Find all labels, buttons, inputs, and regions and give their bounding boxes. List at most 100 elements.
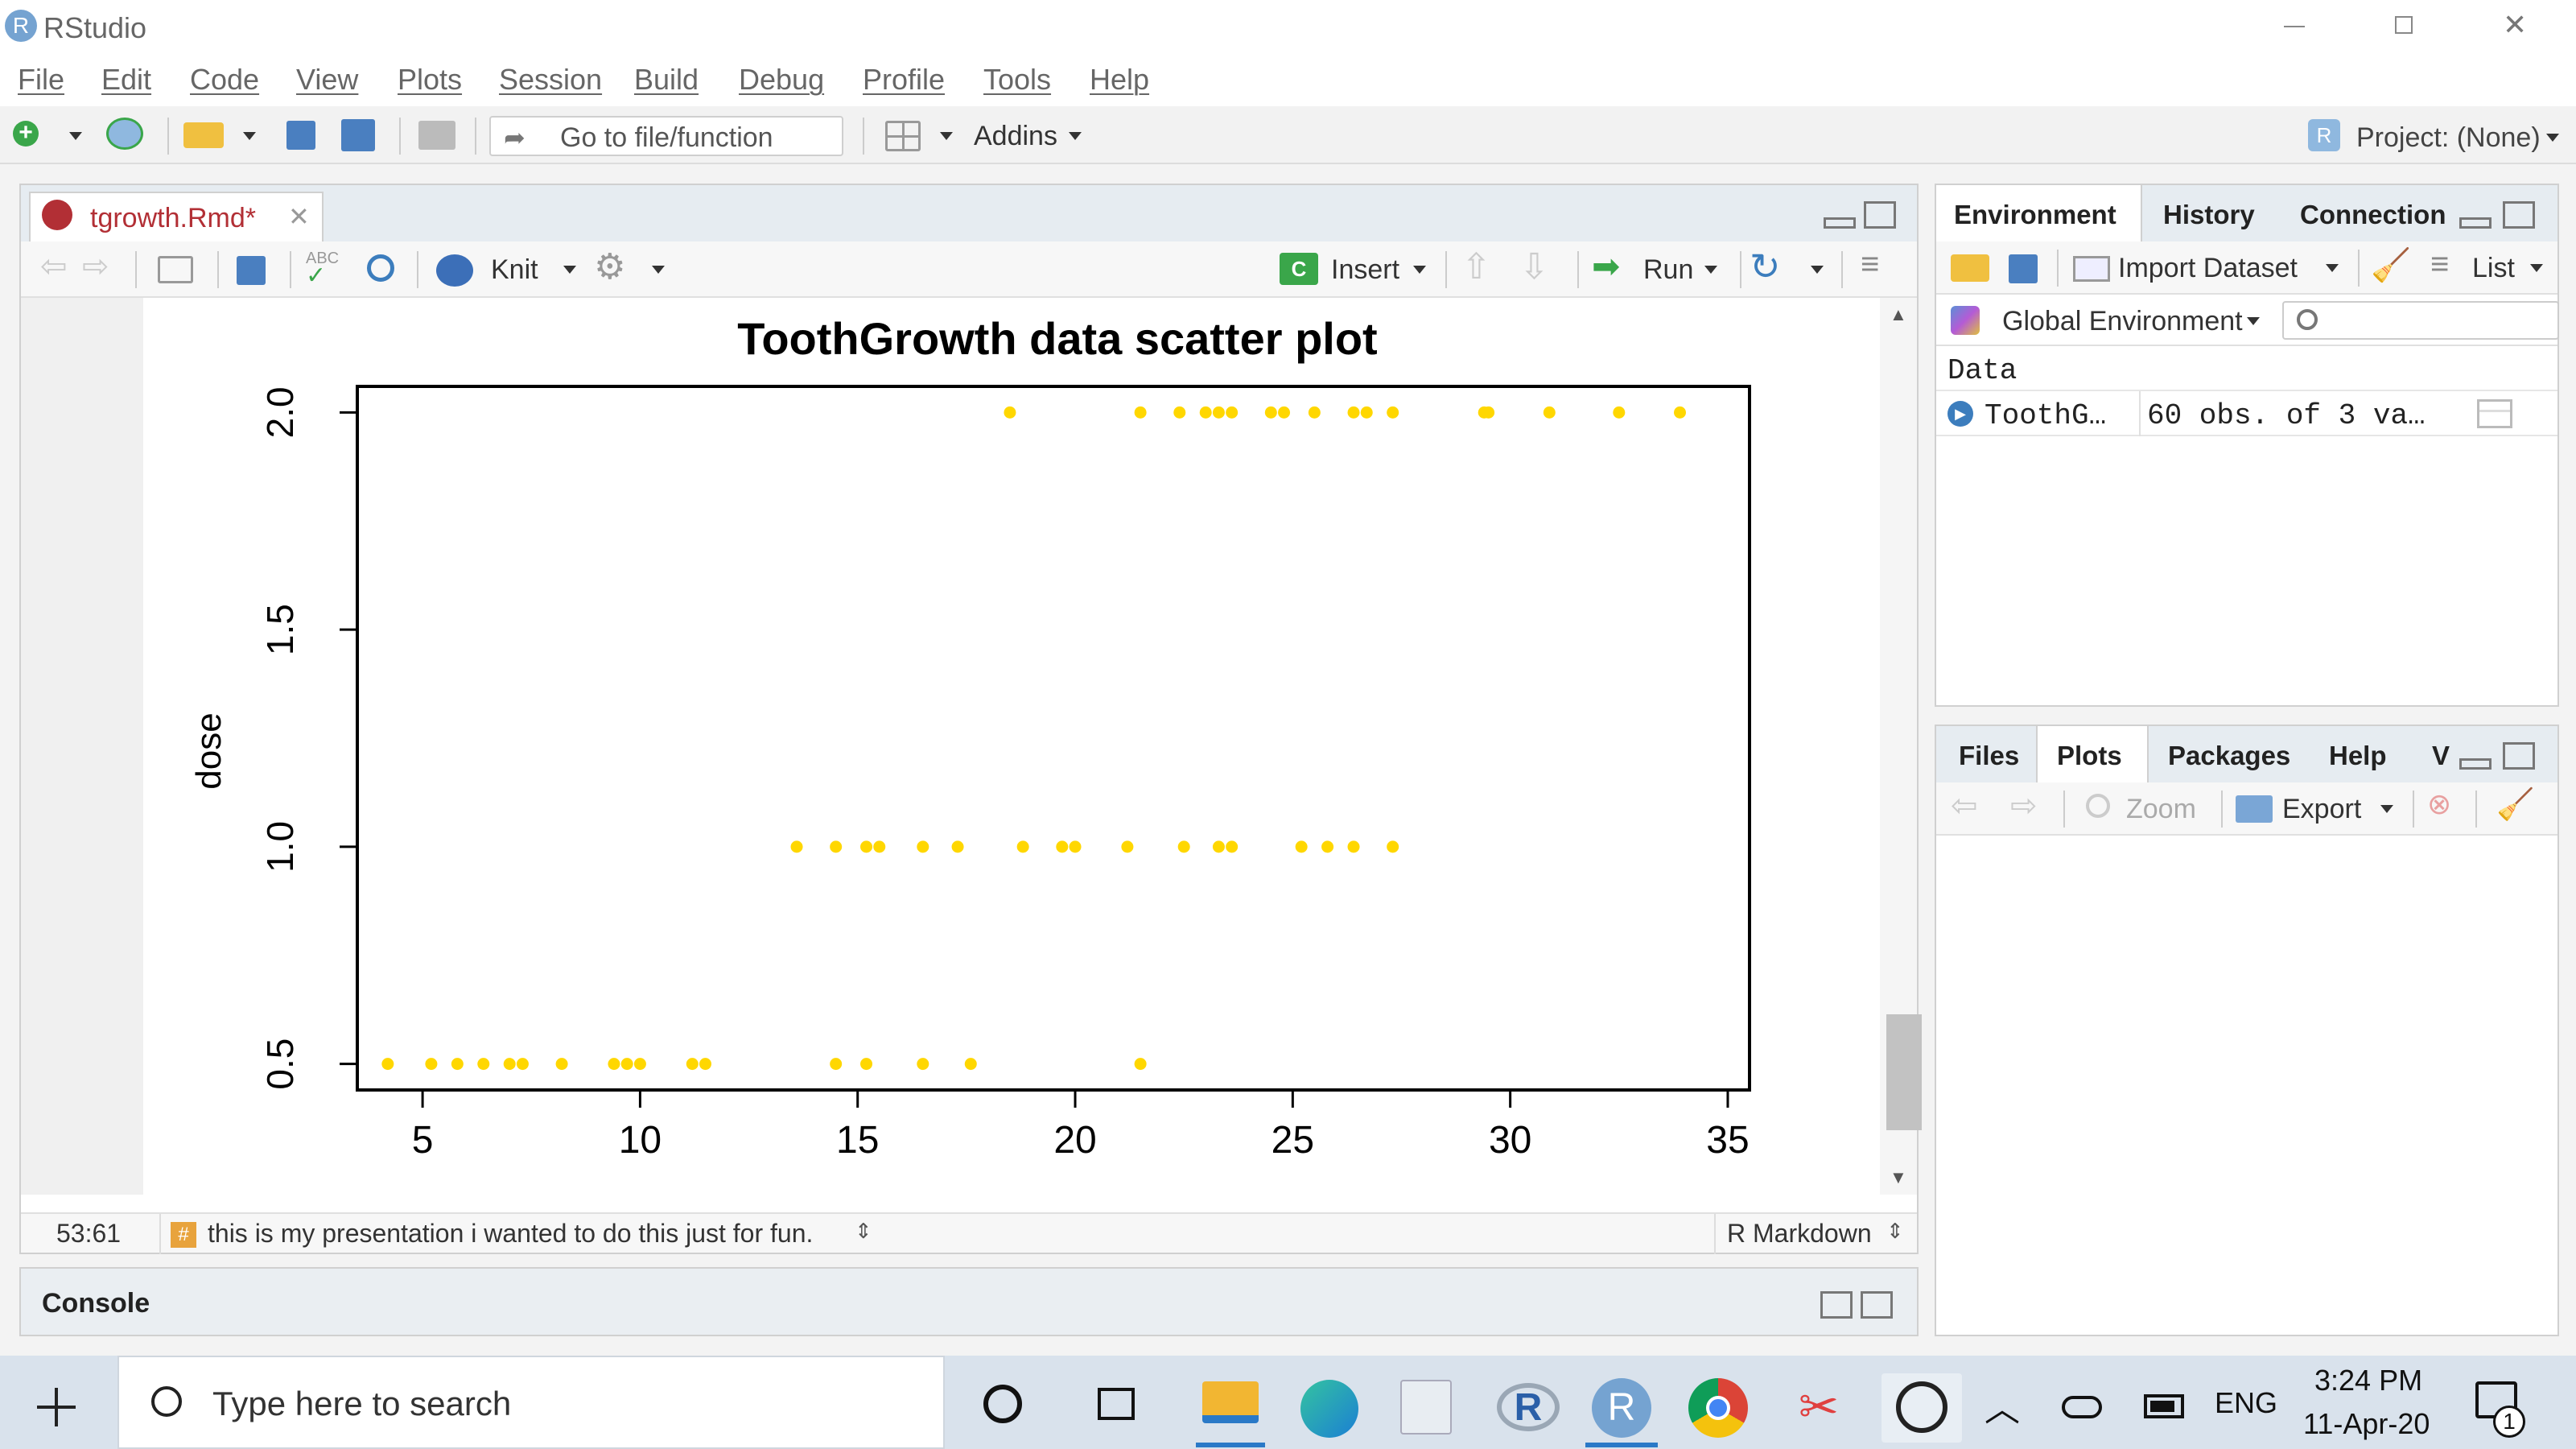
menu-view[interactable]: View <box>296 63 359 96</box>
open-file-icon[interactable] <box>183 122 224 148</box>
files-maximize-icon[interactable] <box>2503 742 2535 770</box>
list-dropdown-icon[interactable] <box>2530 264 2543 272</box>
grid-layout-dropdown-icon[interactable] <box>940 132 953 140</box>
menu-edit[interactable]: Edit <box>101 63 152 96</box>
tab-help[interactable]: Help <box>2329 741 2387 770</box>
list-view-button[interactable]: List <box>2472 253 2515 283</box>
import-dropdown-icon[interactable] <box>2326 264 2339 272</box>
prev-chunk-icon[interactable]: ⇧ <box>1461 247 1491 287</box>
insert-chunk-icon[interactable]: C <box>1280 253 1318 285</box>
open-file-dropdown-icon[interactable] <box>243 132 256 140</box>
project-dropdown-icon[interactable] <box>2546 134 2559 142</box>
rerun-icon[interactable]: ↻ <box>1750 246 1781 287</box>
clock-date[interactable]: 11-Apr-20 <box>2303 1407 2430 1440</box>
clear-broom-icon[interactable]: 🧹 <box>2371 248 2411 283</box>
scroll-thumb[interactable] <box>1886 1014 1922 1130</box>
minimize-pane-icon[interactable] <box>1824 217 1856 229</box>
restore-button[interactable] <box>2395 16 2413 34</box>
save-workspace-icon[interactable] <box>2009 254 2038 283</box>
env-minimize-icon[interactable] <box>2459 217 2492 229</box>
clear-plots-broom-icon[interactable]: 🧹 <box>2496 788 2535 822</box>
task-view-icon[interactable] <box>1098 1388 1135 1420</box>
view-table-icon[interactable] <box>2477 399 2512 428</box>
menu-code[interactable]: Code <box>190 63 260 96</box>
menu-debug[interactable]: Debug <box>739 63 825 96</box>
input-language[interactable]: ENG <box>2215 1386 2278 1419</box>
tab-files[interactable]: Files <box>1959 741 2020 770</box>
windows-start-icon[interactable] <box>35 1386 77 1428</box>
zoom-button[interactable]: Zoom <box>2126 794 2196 824</box>
find-icon[interactable] <box>367 254 394 282</box>
chunk-name[interactable]: this is my presentation i wanted to do t… <box>208 1219 814 1248</box>
snipping-tool-icon[interactable]: ✂ <box>1798 1380 1840 1434</box>
search-box[interactable]: Type here to search <box>117 1356 945 1449</box>
addins-dropdown-icon[interactable] <box>1069 132 1082 140</box>
file-explorer-icon[interactable] <box>1202 1381 1259 1423</box>
run-button[interactable]: Run <box>1643 254 1694 285</box>
console-restore-icon[interactable] <box>1820 1291 1853 1319</box>
run-dropdown-icon[interactable] <box>1704 266 1717 274</box>
outline-icon[interactable]: ≡ <box>1861 246 1880 282</box>
editor-content[interactable]: ToothGrowth data scatter plot dose 5 10 15… <box>143 298 1880 1195</box>
insert-dropdown-icon[interactable] <box>1413 266 1426 274</box>
env-maximize-icon[interactable] <box>2503 201 2535 229</box>
console-title[interactable]: Console <box>42 1288 150 1319</box>
goto-file-input[interactable]: ➦ Go to file/function <box>489 116 843 156</box>
editor-scrollbar[interactable]: ▲ ▼ <box>1880 298 1922 1195</box>
settings-gear-icon[interactable]: ⚙ <box>594 247 626 287</box>
project-menu[interactable]: Project: (None) <box>2356 122 2541 153</box>
tab-environment[interactable]: Environment <box>1936 185 2142 242</box>
menu-plots[interactable]: Plots <box>398 63 463 96</box>
r-gui-icon[interactable]: R <box>1497 1383 1560 1431</box>
insert-button[interactable]: Insert <box>1331 254 1400 285</box>
menu-profile[interactable]: Profile <box>863 63 946 96</box>
editor-tab[interactable]: tgrowth.Rmd* ✕ <box>29 192 324 243</box>
save-all-icon[interactable] <box>341 119 375 151</box>
rstudio-taskbar-icon[interactable]: R <box>1592 1378 1651 1438</box>
doc-mode[interactable]: R Markdown <box>1727 1219 1872 1248</box>
environment-scope-select[interactable]: Global Environment <box>2002 306 2243 336</box>
import-dataset-button[interactable]: Import Dataset <box>2118 253 2298 283</box>
battery-icon[interactable] <box>2144 1394 2184 1418</box>
close-tab-icon[interactable]: ✕ <box>288 202 310 231</box>
chunk-updown-icon[interactable]: ⇕ <box>855 1219 872 1243</box>
tab-connection[interactable]: Connection <box>2300 200 2446 229</box>
scroll-up-icon[interactable]: ▲ <box>1890 304 1907 324</box>
next-plot-icon[interactable]: ⇨ <box>2010 788 2038 824</box>
prev-plot-icon[interactable]: ⇦ <box>1951 788 1978 824</box>
new-project-icon[interactable] <box>106 118 143 150</box>
show-hidden-icons[interactable]: ︿ <box>1985 1389 2020 1429</box>
knit-button[interactable]: Knit <box>491 254 538 285</box>
menu-help[interactable]: Help <box>1090 63 1150 96</box>
python-editor-icon[interactable] <box>1400 1380 1452 1435</box>
scope-dropdown-icon[interactable] <box>2247 317 2260 325</box>
menu-tools[interactable]: Tools <box>983 63 1052 96</box>
menu-build[interactable]: Build <box>634 63 699 96</box>
maximize-pane-icon[interactable] <box>1864 201 1896 229</box>
cortana-icon[interactable] <box>983 1385 1022 1423</box>
next-chunk-icon[interactable]: ⇩ <box>1519 247 1549 287</box>
export-dropdown-icon[interactable] <box>2380 805 2393 813</box>
addins-menu[interactable]: Addins <box>974 121 1057 151</box>
files-minimize-icon[interactable] <box>2459 758 2492 770</box>
menu-session[interactable]: Session <box>499 63 603 96</box>
save-doc-icon[interactable] <box>237 256 266 285</box>
forward-icon[interactable]: ⇨ <box>82 249 109 284</box>
tab-history[interactable]: History <box>2163 200 2255 229</box>
tab-packages[interactable]: Packages <box>2168 741 2291 770</box>
settings-dropdown-icon[interactable] <box>652 266 665 274</box>
edge-icon[interactable] <box>1300 1380 1358 1438</box>
export-button[interactable]: Export <box>2282 794 2362 824</box>
close-button[interactable]: ✕ <box>2503 8 2528 41</box>
new-file-icon[interactable]: + <box>13 121 39 147</box>
new-file-dropdown-icon[interactable] <box>69 132 82 140</box>
tab-plots[interactable]: Plots <box>2036 726 2149 782</box>
knit-dropdown-icon[interactable] <box>563 266 576 274</box>
expand-row-icon[interactable]: ▶ <box>1947 401 1973 427</box>
grid-layout-icon[interactable] <box>885 121 921 151</box>
onedrive-icon[interactable] <box>2062 1396 2102 1418</box>
rerun-dropdown-icon[interactable] <box>1811 266 1824 274</box>
minimize-button[interactable] <box>2284 26 2305 27</box>
load-workspace-icon[interactable] <box>1951 254 1989 282</box>
photos-app-icon[interactable] <box>1882 1373 1962 1443</box>
